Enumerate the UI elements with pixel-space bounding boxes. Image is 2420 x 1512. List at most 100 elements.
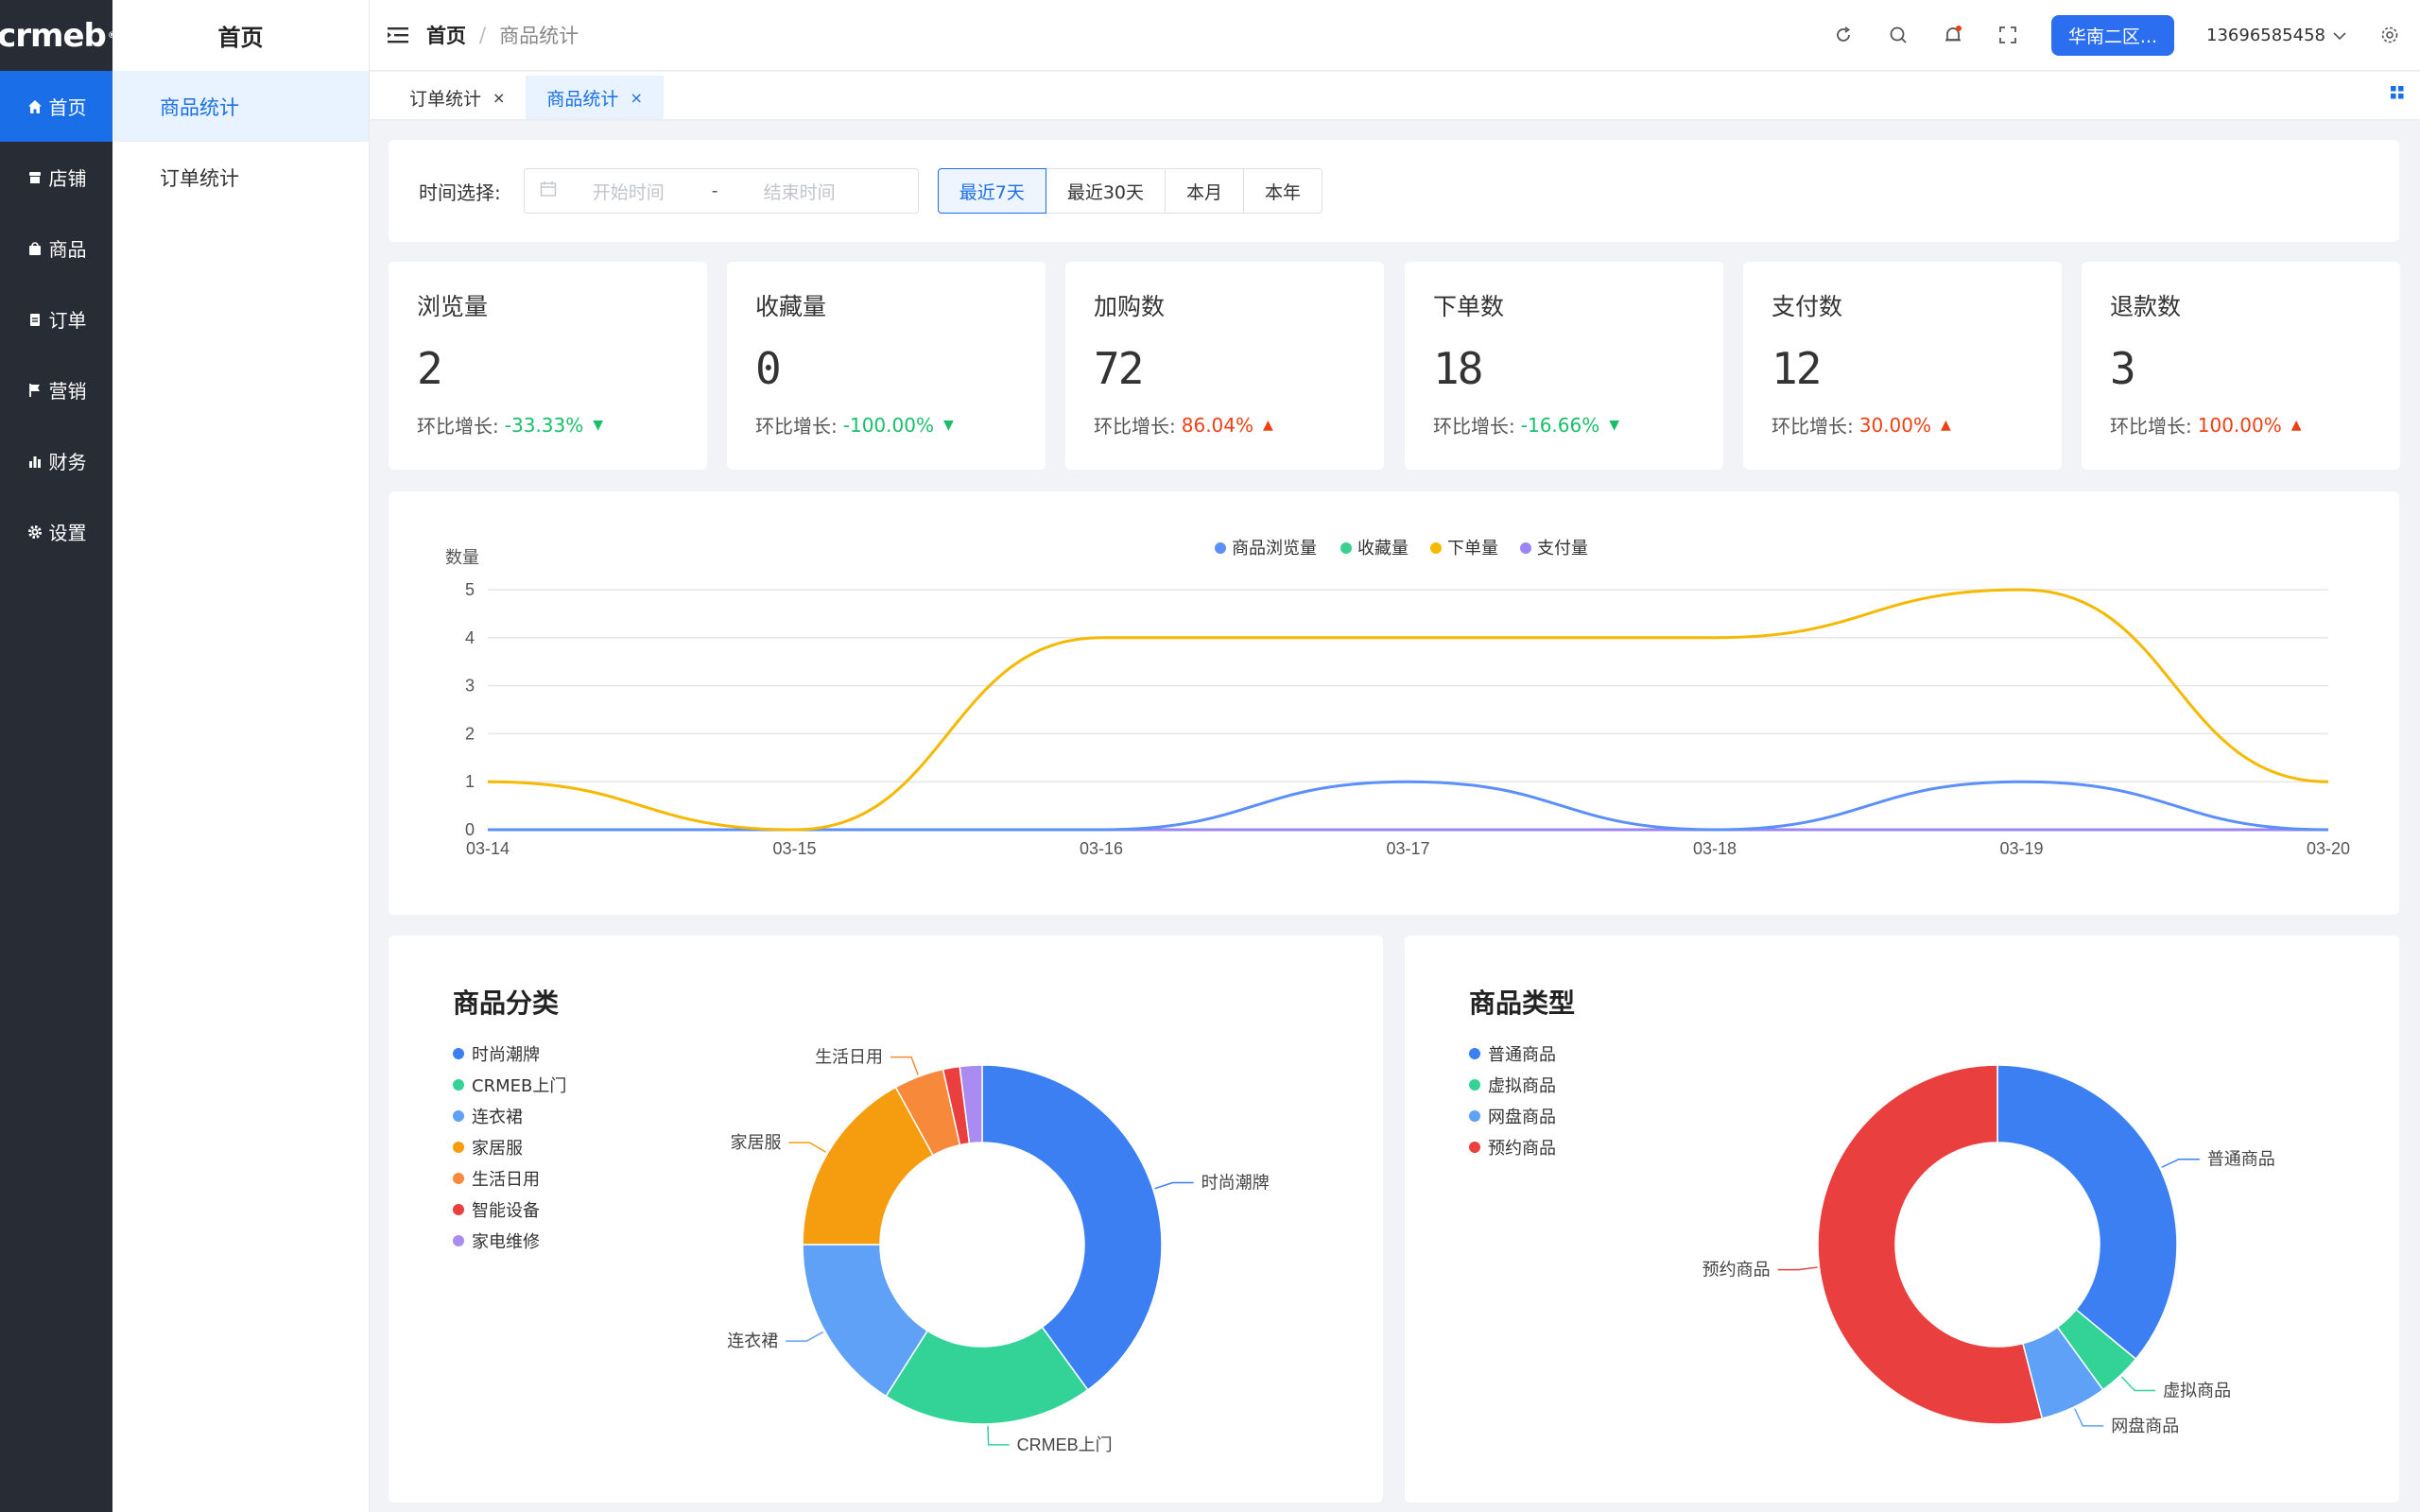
- growth-percent: 30.00%: [1858, 413, 1932, 437]
- close-tab-icon[interactable]: ×: [493, 88, 506, 107]
- growth-percent: -16.66%: [1520, 413, 1600, 437]
- sidebar-item-4[interactable]: 营销: [0, 354, 112, 425]
- x-tick-label: 03-18: [1693, 839, 1737, 858]
- submenu-item-0[interactable]: 商品统计: [112, 71, 369, 142]
- legend-item[interactable]: 时尚潮牌: [453, 1038, 566, 1069]
- y-tick-label: 0: [465, 820, 475, 839]
- legend-dot: [1469, 1047, 1480, 1059]
- sidebar-item-6[interactable]: 设置: [0, 496, 112, 567]
- sidebar-item-2[interactable]: 商品: [0, 213, 112, 284]
- calendar-icon: [540, 180, 557, 202]
- collapse-menu-icon[interactable]: [370, 26, 426, 43]
- submenu-item-1[interactable]: 订单统计: [160, 166, 239, 190]
- notification-bell-icon[interactable]: [1942, 24, 1964, 46]
- legend-label: 网盘商品: [1488, 1107, 1556, 1127]
- label-leader-line: [987, 1425, 1010, 1446]
- stat-value: 12: [1772, 343, 1822, 394]
- sidebar-item-label: 首页: [48, 96, 87, 119]
- x-tick-label: 03-20: [2307, 839, 2350, 858]
- pie-slice[interactable]: [959, 1064, 983, 1144]
- x-tick-label: 03-15: [772, 839, 816, 858]
- breadcrumb-current: 商品统计: [499, 25, 579, 47]
- legend-label[interactable]: 商品浏览量: [1232, 539, 1317, 558]
- slice-label: 连衣裙: [727, 1332, 778, 1350]
- end-date-input[interactable]: 结束时间: [763, 181, 836, 203]
- legend-dot: [1340, 542, 1352, 554]
- brand-logo[interactable]: crmeb ®: [0, 0, 116, 71]
- pie-slice[interactable]: [885, 1326, 1089, 1425]
- y-tick-label: 5: [465, 580, 475, 599]
- pie-slice[interactable]: [1996, 1064, 2178, 1361]
- sidebar-item-label: 商品: [48, 238, 87, 261]
- search-icon[interactable]: [1887, 24, 1910, 46]
- flag-icon: [26, 382, 43, 399]
- legend-label: 生活日用: [472, 1169, 540, 1190]
- user-phone: 13696585458: [2206, 25, 2325, 45]
- tab-0[interactable]: 订单统计 ×: [389, 76, 526, 119]
- store-switch-button[interactable]: 华南二区...: [2050, 14, 2175, 56]
- legend-label[interactable]: 收藏量: [1357, 539, 1409, 558]
- stat-growth: 环比增长: 100.00% ▲: [2110, 411, 2372, 438]
- legend-item[interactable]: 家电维修: [453, 1225, 566, 1256]
- legend-item[interactable]: 网盘商品: [1469, 1100, 1556, 1131]
- stat-growth: 环比增长: -100.00% ▼: [755, 411, 1017, 438]
- legend-item[interactable]: CRMEB上门: [453, 1069, 566, 1100]
- breadcrumb: 首页 / 商品统计: [426, 21, 579, 49]
- slice-label: 生活日用: [815, 1048, 883, 1067]
- date-range-picker[interactable]: 开始时间 - 结束时间: [523, 168, 919, 214]
- range-button-1[interactable]: 最近30天: [1045, 168, 1167, 214]
- legend-item[interactable]: 连衣裙: [453, 1100, 566, 1131]
- legend-item[interactable]: 家居服: [453, 1131, 566, 1162]
- sidebar-item-1[interactable]: 店铺: [0, 142, 112, 213]
- legend-item[interactable]: 生活日用: [453, 1162, 566, 1194]
- pie-slice[interactable]: [981, 1064, 1163, 1391]
- triangle-down-icon: ▼: [593, 417, 604, 433]
- sidebar-item-5[interactable]: 财务: [0, 425, 112, 496]
- submenu-panel: 首页 商品统计 订单统计: [112, 0, 370, 1512]
- tab-1[interactable]: 商品统计 ×: [526, 76, 664, 119]
- fullscreen-icon[interactable]: [1996, 24, 2019, 46]
- label-leader-line: [786, 1331, 824, 1342]
- legend-dot: [453, 1109, 464, 1122]
- slice-label: 虚拟商品: [2163, 1382, 2231, 1400]
- stat-value: 3: [2110, 343, 2136, 394]
- legend-item[interactable]: 智能设备: [453, 1194, 566, 1225]
- chevron-down-icon: [2333, 26, 2346, 45]
- pie-slice[interactable]: [1817, 1064, 2044, 1425]
- sidebar-item-0[interactable]: 首页: [0, 71, 112, 142]
- x-tick-label: 03-19: [1999, 839, 2043, 858]
- main-sidebar: crmeb ® 首页店铺商品订单营销财务设置: [0, 0, 116, 1512]
- triangle-up-icon: ▲: [2290, 417, 2302, 433]
- settings-gear-icon[interactable]: [2378, 24, 2401, 46]
- range-button-0[interactable]: 最近7天: [937, 168, 1046, 214]
- stat-card-1: 收藏量 0 环比增长: -100.00% ▼: [727, 262, 1046, 470]
- category-donut-chart: 时尚潮牌 CRMEB上门 连衣裙 家居服 生活日用: [727, 1048, 1269, 1454]
- slice-label: 网盘商品: [2111, 1417, 2179, 1435]
- close-tab-icon[interactable]: ×: [630, 88, 643, 107]
- stat-growth: 环比增长: 86.04% ▲: [1094, 411, 1356, 438]
- sidebar-item-3[interactable]: 订单: [0, 284, 112, 354]
- tab-label: 订单统计: [409, 88, 482, 110]
- triangle-down-icon: ▼: [942, 417, 954, 433]
- bar-chart-icon: [26, 453, 43, 470]
- stat-value: 2: [417, 343, 443, 394]
- label-leader-line: [2120, 1376, 2156, 1392]
- legend-item[interactable]: 预约商品: [1469, 1131, 1556, 1162]
- sidebar-item-label: 财务: [48, 451, 87, 473]
- user-menu[interactable]: 13696585458: [2206, 26, 2346, 45]
- growth-percent: -33.33%: [504, 413, 584, 437]
- legend-label[interactable]: 支付量: [1537, 539, 1588, 558]
- range-button-2[interactable]: 本月: [1165, 168, 1245, 214]
- legend-item[interactable]: 虚拟商品: [1469, 1069, 1556, 1100]
- range-button-3[interactable]: 本年: [1243, 168, 1323, 214]
- sidebar-item-label: 订单: [48, 309, 87, 332]
- category-pie-card: 商品分类 时尚潮牌 CRMEB上门 连衣裙 家居服 生活日用 智能设备 家电维修 时尚潮牌 C…: [389, 936, 1383, 1503]
- legend-item[interactable]: 普通商品: [1469, 1038, 1556, 1069]
- breadcrumb-home[interactable]: 首页: [426, 25, 466, 47]
- stat-value: 72: [1094, 343, 1144, 394]
- start-date-input[interactable]: 开始时间: [592, 181, 665, 203]
- refresh-icon[interactable]: [1832, 24, 1855, 46]
- grid-menu-icon[interactable]: [2390, 85, 2405, 104]
- legend-label[interactable]: 下单量: [1447, 539, 1498, 558]
- store-icon: [26, 169, 43, 186]
